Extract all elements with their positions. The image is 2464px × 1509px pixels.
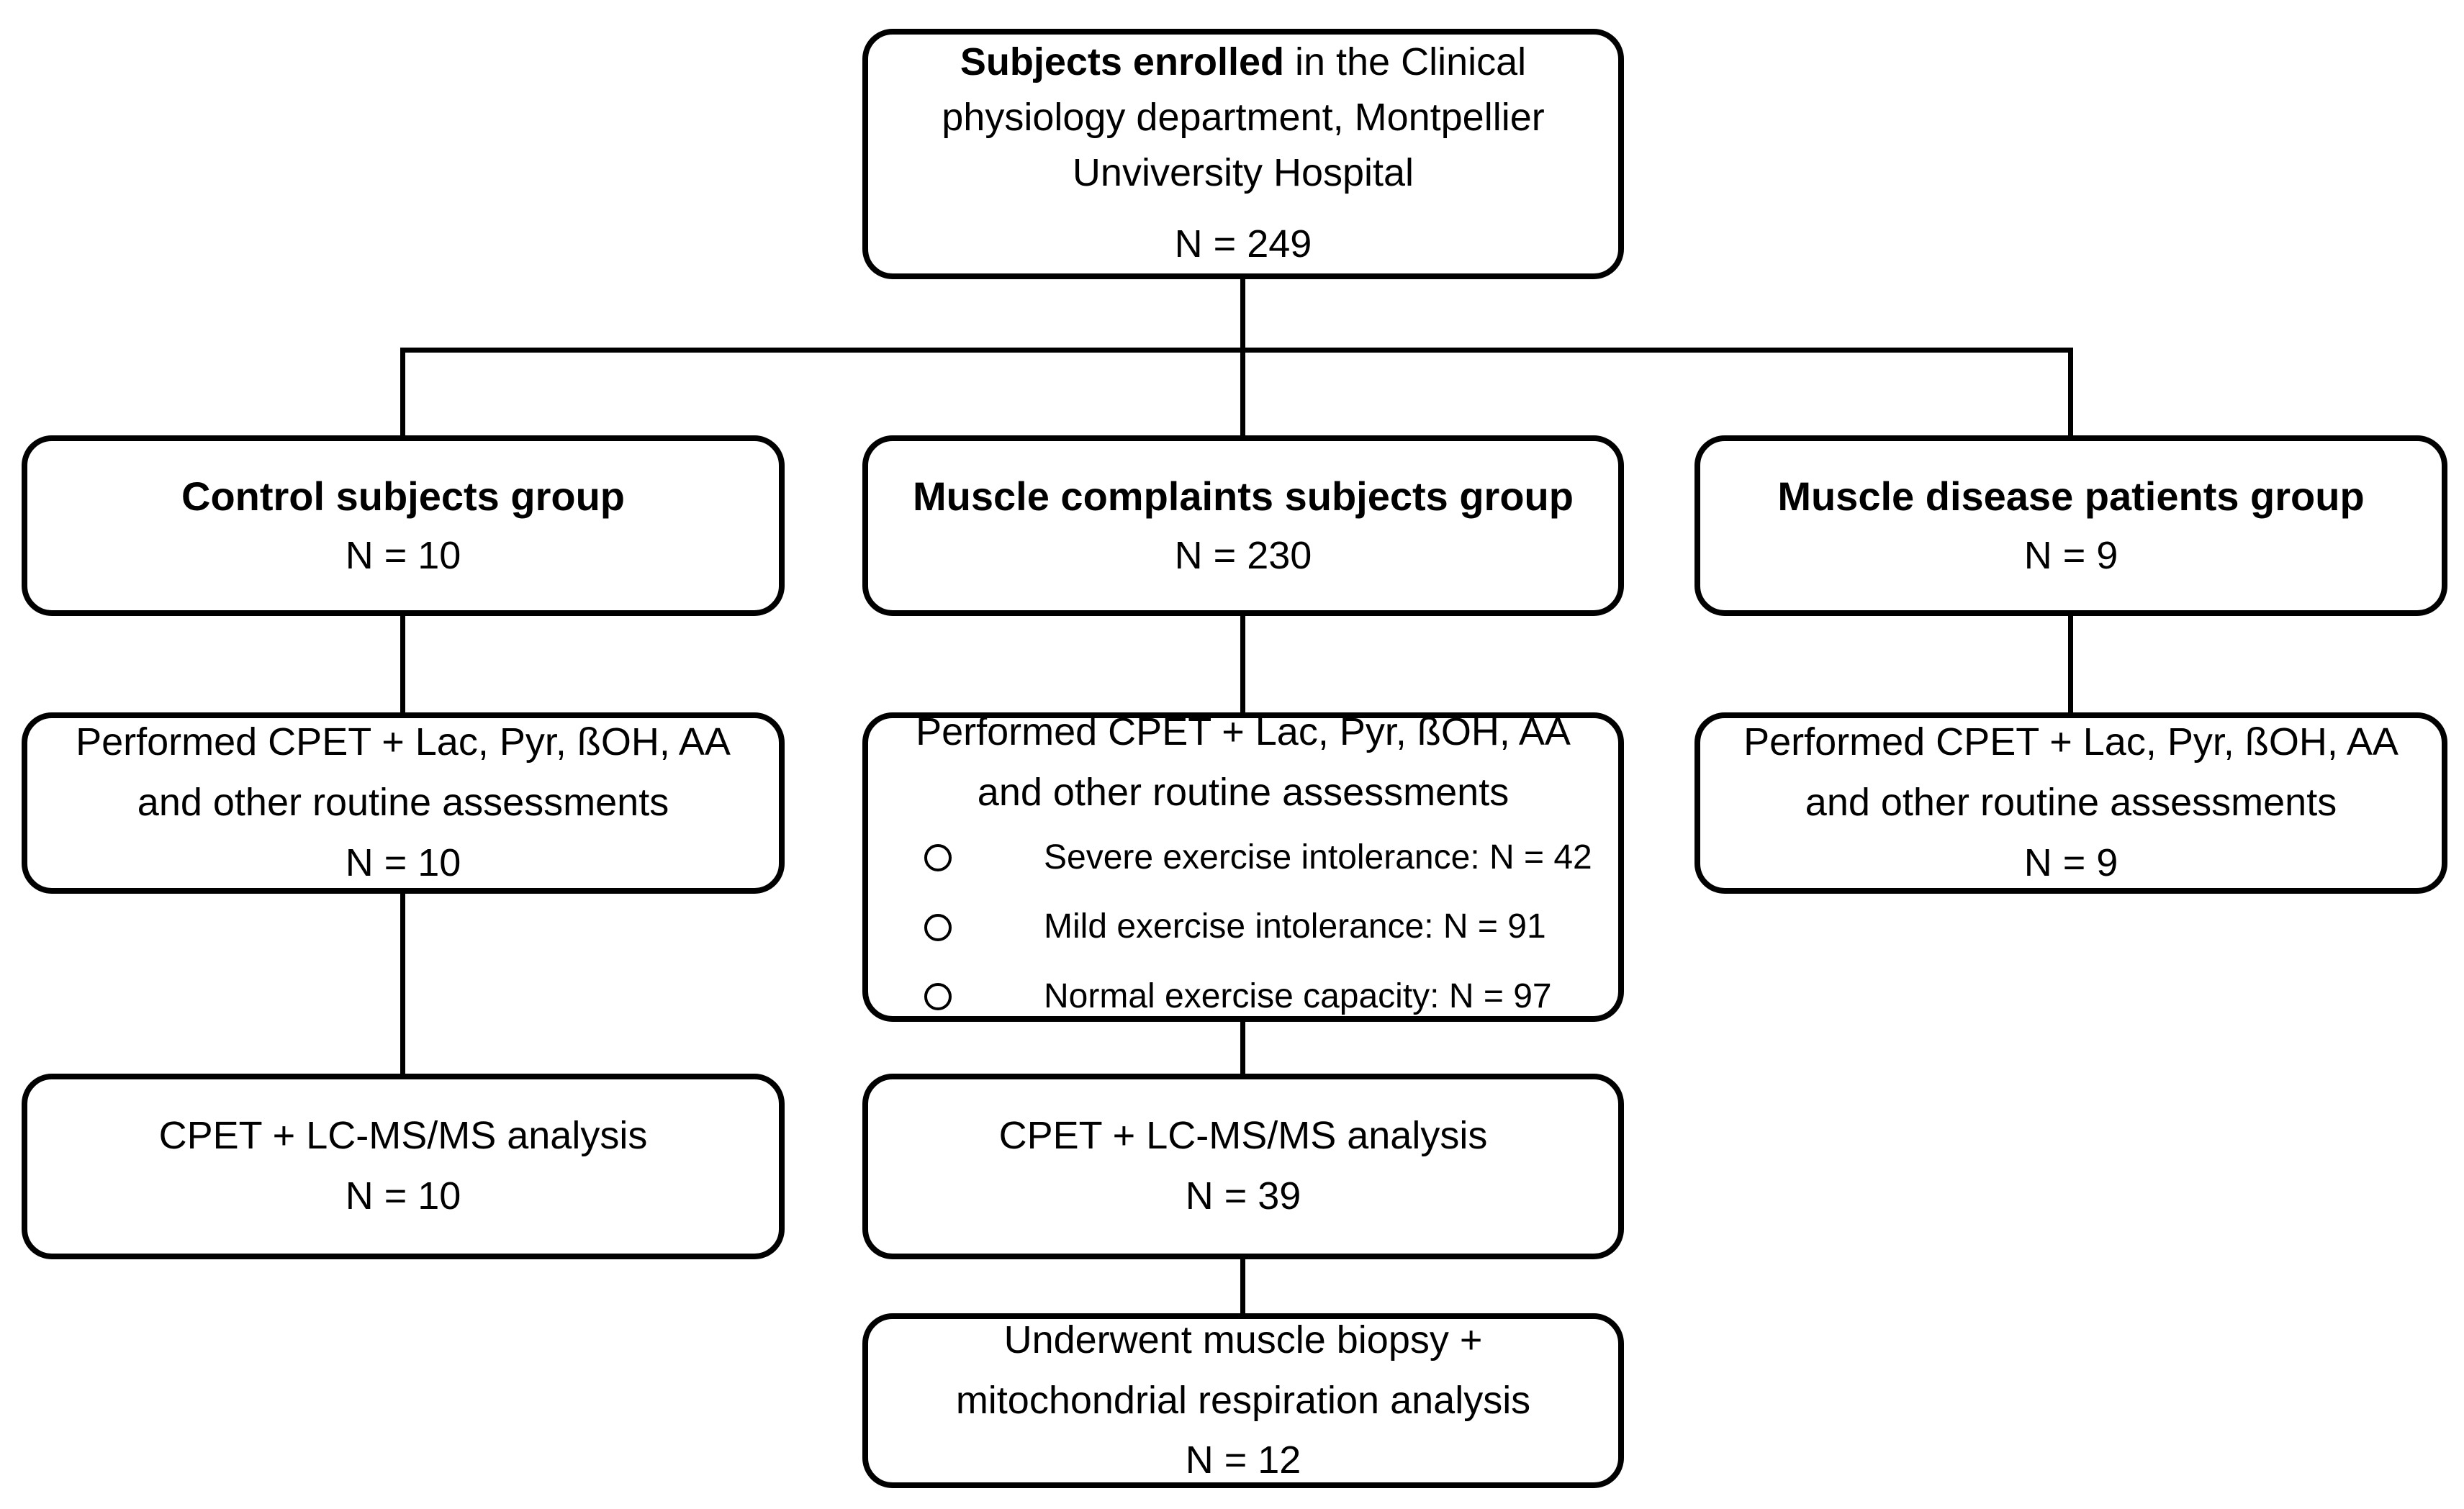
flow-box-muscle-disease-group: Muscle disease patients group N = 9 (1694, 435, 2447, 616)
enrolled-title-rest: in the Clinical (1283, 40, 1527, 83)
enrolled-title-line2: physiology department, Montpellier (942, 95, 1545, 139)
connector-right-drop (2068, 348, 2073, 437)
open-circle-bullet-icon (924, 983, 952, 1011)
open-circle-bullet-icon (924, 913, 952, 941)
connector-top-vertical (1240, 279, 1245, 351)
control-group-n-count: N = 10 (345, 534, 461, 577)
bullet-severe-intolerance: Severe exercise intolerance: N = 42 (868, 835, 1618, 882)
connector-left-drop (400, 348, 405, 437)
enrolled-title-line3: Unviversity Hospital (1072, 151, 1414, 195)
control-lcms-line1: CPET + LC-MS/MS analysis (158, 1114, 648, 1158)
control-cpet-line1: Performed CPET + Lac, Pyr, ßOH, AA (76, 720, 731, 764)
connector-control-to-lcms (400, 894, 405, 1075)
connector-complaints-to-lcms (1240, 1022, 1245, 1075)
bullet-mild-intolerance-label: Mild exercise intolerance: N = 91 (1044, 907, 1546, 946)
flow-box-control-cpet-assessments: Performed CPET + Lac, Pyr, ßOH, AA and o… (22, 712, 785, 894)
disease-cpet-line2: and other routine assessments (1805, 781, 2337, 825)
control-lcms-n-count: N = 10 (345, 1174, 461, 1218)
connector-horizontal-distributor (400, 348, 2073, 353)
complaints-group-n-count: N = 230 (1174, 534, 1312, 577)
flow-box-disease-cpet-assessments: Performed CPET + Lac, Pyr, ßOH, AA and o… (1694, 712, 2447, 894)
biopsy-n-count: N = 12 (1185, 1438, 1301, 1482)
open-circle-bullet-icon (924, 843, 952, 871)
connector-lcms-to-biopsy (1240, 1259, 1245, 1315)
biopsy-line2: mitochondrial respiration analysis (955, 1378, 1531, 1422)
flow-box-control-lcms-analysis: CPET + LC-MS/MS analysis N = 10 (22, 1074, 785, 1259)
control-cpet-n-count: N = 10 (345, 840, 461, 884)
complaints-lcms-line1: CPET + LC-MS/MS analysis (998, 1114, 1488, 1158)
flow-box-muscle-biopsy: Underwent muscle biopsy + mitochondrial … (862, 1313, 1624, 1488)
biopsy-line1: Underwent muscle biopsy + (1003, 1318, 1483, 1361)
bullet-severe-intolerance-label: Severe exercise intolerance: N = 42 (1044, 838, 1592, 876)
bullet-mild-intolerance: Mild exercise intolerance: N = 91 (868, 904, 1618, 951)
complaints-group-title: Muscle complaints subjects group (913, 473, 1574, 519)
complaints-cpet-line2: and other routine assessments (977, 770, 1509, 814)
enrolled-title-bold: Subjects enrolled (960, 40, 1284, 83)
flow-box-control-group: Control subjects group N = 10 (22, 435, 785, 616)
bullet-normal-capacity-label: Normal exercise capacity: N = 97 (1044, 977, 1552, 1016)
flow-box-subjects-enrolled: Subjects enrolled in the Clinical physio… (862, 29, 1624, 279)
control-cpet-line2: and other routine assessments (137, 781, 669, 825)
flow-box-complaints-lcms-analysis: CPET + LC-MS/MS analysis N = 39 (862, 1074, 1624, 1259)
disease-group-title: Muscle disease patients group (1777, 473, 2365, 519)
flow-box-complaints-cpet-assessments: Performed CPET + Lac, Pyr, ßOH, AA and o… (862, 710, 1624, 1022)
disease-group-n-count: N = 9 (2023, 534, 2118, 577)
complaints-cpet-line1: Performed CPET + Lac, Pyr, ßOH, AA (916, 710, 1571, 754)
connector-disease-to-cpet (2068, 616, 2073, 714)
disease-cpet-line1: Performed CPET + Lac, Pyr, ßOH, AA (1743, 720, 2398, 764)
connector-middle-drop (1240, 348, 1245, 437)
flow-box-muscle-complaints-group: Muscle complaints subjects group N = 230 (862, 435, 1624, 616)
complaints-lcms-n-count: N = 39 (1185, 1174, 1301, 1218)
bullet-normal-capacity: Normal exercise capacity: N = 97 (868, 974, 1618, 1020)
connector-control-to-cpet (400, 616, 405, 714)
connector-complaints-to-cpet (1240, 616, 1245, 714)
enrolled-title-line1: Subjects enrolled in the Clinical (960, 35, 1526, 90)
disease-cpet-n-count: N = 9 (2023, 840, 2118, 884)
control-group-title: Control subjects group (181, 473, 625, 519)
enrolled-n-count: N = 249 (1174, 222, 1312, 266)
